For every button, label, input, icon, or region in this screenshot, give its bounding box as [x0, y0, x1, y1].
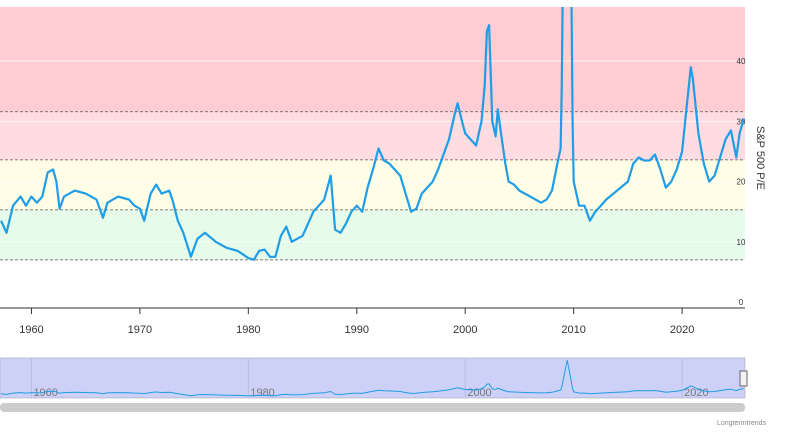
line: [0, 7, 745, 261]
navigator-line: [1, 360, 744, 397]
navigator-tick-label: 1960: [33, 387, 57, 399]
band: [0, 7, 745, 112]
x-tick-label: 2000: [453, 324, 477, 336]
navigator-tick-label: 2020: [684, 387, 708, 399]
scrollbar[interactable]: [0, 403, 745, 412]
x-tick-label: 2020: [670, 324, 694, 336]
x-tick-label: 1960: [19, 324, 43, 336]
y-tick-label: 20: [737, 178, 746, 187]
credit: Longtermtrends: [717, 420, 767, 427]
y-tick-label: 30: [737, 117, 746, 126]
y-tick-label: 0: [739, 298, 744, 307]
x-tick-label: 2010: [561, 324, 585, 336]
x-tick-label: 1980: [236, 324, 260, 336]
band: [0, 111, 745, 160]
x-tick-label: 1990: [345, 324, 369, 336]
navigator-handle[interactable]: [739, 370, 748, 387]
navigator: [0, 357, 746, 399]
y-axis-label: S&P 500 P/E: [754, 126, 766, 190]
band: [0, 209, 745, 260]
y-tick-label: 10: [737, 238, 746, 247]
x-tick-label: 1970: [128, 324, 152, 336]
navigator-tick-label: 1980: [250, 387, 274, 399]
y-tick-label: 40: [737, 57, 746, 66]
